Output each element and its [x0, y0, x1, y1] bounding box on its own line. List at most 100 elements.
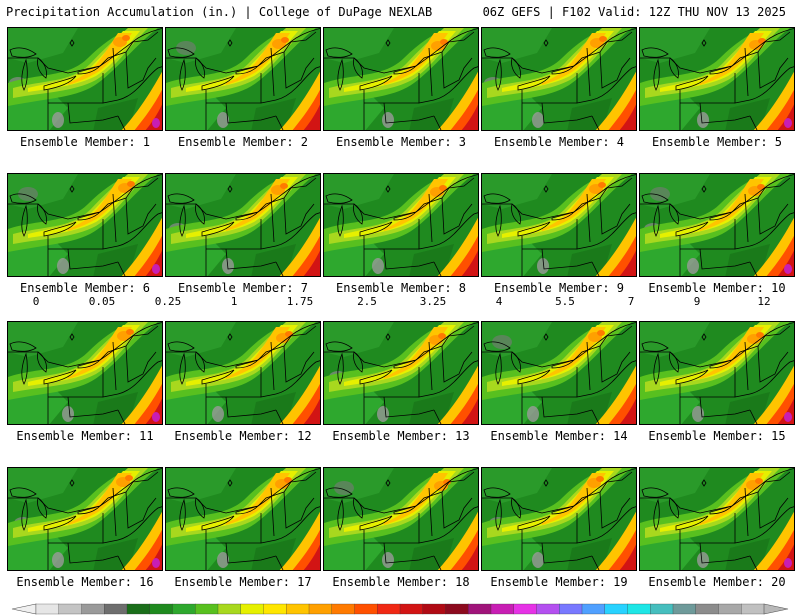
member-label-12: Ensemble Member: 12: [174, 429, 312, 443]
member-label-14: Ensemble Member: 14: [490, 429, 628, 443]
precip-color-scale: 0 0.05 0.25 1 1.75 2.5 3.25 4 5.5 7 9 12: [0, 295, 800, 615]
color-scale-bin: [741, 603, 765, 615]
precip-map: [640, 174, 794, 276]
member-label-2: Ensemble Member: 2: [177, 135, 309, 149]
member-label-1: Ensemble Member: 1: [19, 135, 151, 149]
member-label-11: Ensemble Member: 11: [16, 429, 154, 443]
color-scale-bin: [377, 603, 401, 615]
precip-map: [482, 174, 636, 276]
member-label-15: Ensemble Member: 15: [648, 429, 786, 443]
precip-map: [324, 322, 478, 424]
color-scale-bin: [104, 603, 128, 615]
color-scale-bin: [81, 603, 105, 615]
color-scale-tick-label: 0.05: [88, 295, 116, 308]
color-scale-bin: [126, 603, 151, 615]
map-panel-member-6: [7, 173, 163, 277]
precip-map: [166, 28, 320, 130]
color-scale-bin: [490, 603, 515, 615]
color-scale-tick-label: 0: [32, 295, 40, 308]
color-scale-tick-label: 1: [230, 295, 238, 308]
color-scale-bin: [149, 603, 173, 615]
color-scale-bin: [650, 603, 674, 615]
precip-map: [166, 468, 320, 570]
precip-map: [8, 174, 162, 276]
precip-map: [482, 28, 636, 130]
map-panel-member-10: [639, 173, 795, 277]
color-scale-bin: [331, 603, 355, 615]
map-panel-member-17: [165, 467, 321, 571]
map-panel-member-3: [323, 27, 479, 131]
color-scale-bin: [536, 603, 560, 615]
color-scale-bin: [35, 603, 60, 615]
precip-map: [640, 28, 794, 130]
color-scale-tick-label: 5.5: [555, 295, 575, 308]
map-panel-member-9: [481, 173, 637, 277]
color-scale-bin: [445, 603, 469, 615]
color-scale-tick-label: 12: [757, 295, 771, 308]
color-scale-bin: [354, 603, 378, 615]
header-valid-time: 06Z GEFS | F102 Valid: 12Z THU NOV 13 20…: [482, 5, 786, 19]
color-scale-bin: [263, 603, 287, 615]
precip-map: [640, 468, 794, 570]
precip-map: [482, 322, 636, 424]
member-label-4: Ensemble Member: 4: [493, 135, 625, 149]
precip-map: [8, 468, 162, 570]
member-label-3: Ensemble Member: 3: [335, 135, 467, 149]
color-scale-bar: [11, 603, 789, 615]
member-label-5: Ensemble Member: 5: [651, 135, 783, 149]
member-label-17: Ensemble Member: 17: [174, 575, 312, 589]
color-scale-bin: [172, 603, 196, 615]
color-scale-tick-label: 4: [495, 295, 503, 308]
color-scale-tick-label: 2.5: [357, 295, 377, 308]
color-scale-bin: [695, 603, 719, 615]
color-scale-bin: [58, 603, 82, 615]
color-scale-bin: [240, 603, 264, 615]
member-label-16: Ensemble Member: 16: [16, 575, 154, 589]
color-scale-bin: [513, 603, 537, 615]
color-scale-tick-label: 3.25: [419, 295, 447, 308]
color-scale-bin: [195, 603, 219, 615]
color-scale-right-arrow: [763, 603, 789, 615]
member-label-9: Ensemble Member: 9: [493, 281, 625, 295]
precip-map: [482, 468, 636, 570]
precip-map: [640, 322, 794, 424]
color-scale-bin: [422, 603, 446, 615]
map-panel-member-7: [165, 173, 321, 277]
color-scale-bin: [308, 603, 333, 615]
header-title: Precipitation Accumulation (in.) | Colle…: [6, 5, 433, 19]
map-panel-member-13: [323, 321, 479, 425]
color-scale-bin: [399, 603, 424, 615]
color-scale-left-arrow: [11, 603, 37, 615]
color-scale-bin: [286, 603, 310, 615]
precip-map: [8, 28, 162, 130]
color-scale-tick-label: 1.75: [286, 295, 314, 308]
color-scale-bin: [217, 603, 242, 615]
map-panel-member-15: [639, 321, 795, 425]
color-scale-bin: [627, 603, 651, 615]
map-panel-member-1: [7, 27, 163, 131]
precip-map: [324, 28, 478, 130]
map-panel-member-4: [481, 27, 637, 131]
map-panel-member-11: [7, 321, 163, 425]
color-scale-bin: [559, 603, 583, 615]
map-panel-member-12: [165, 321, 321, 425]
precip-map: [324, 468, 478, 570]
member-label-13: Ensemble Member: 13: [332, 429, 470, 443]
map-panel-member-2: [165, 27, 321, 131]
color-scale-bin: [672, 603, 697, 615]
color-scale-bin: [604, 603, 628, 615]
map-panel-member-20: [639, 467, 795, 571]
map-panel-member-16: [7, 467, 163, 571]
color-scale-bin: [468, 603, 492, 615]
precip-map: [166, 174, 320, 276]
map-panel-member-5: [639, 27, 795, 131]
precip-map: [8, 322, 162, 424]
member-label-8: Ensemble Member: 8: [335, 281, 467, 295]
precip-map: [166, 322, 320, 424]
color-scale-tick-label: 7: [627, 295, 635, 308]
map-panel-member-8: [323, 173, 479, 277]
member-label-18: Ensemble Member: 18: [332, 575, 470, 589]
member-label-10: Ensemble Member: 10: [648, 281, 786, 295]
member-label-6: Ensemble Member: 6: [19, 281, 151, 295]
precip-map: [324, 174, 478, 276]
